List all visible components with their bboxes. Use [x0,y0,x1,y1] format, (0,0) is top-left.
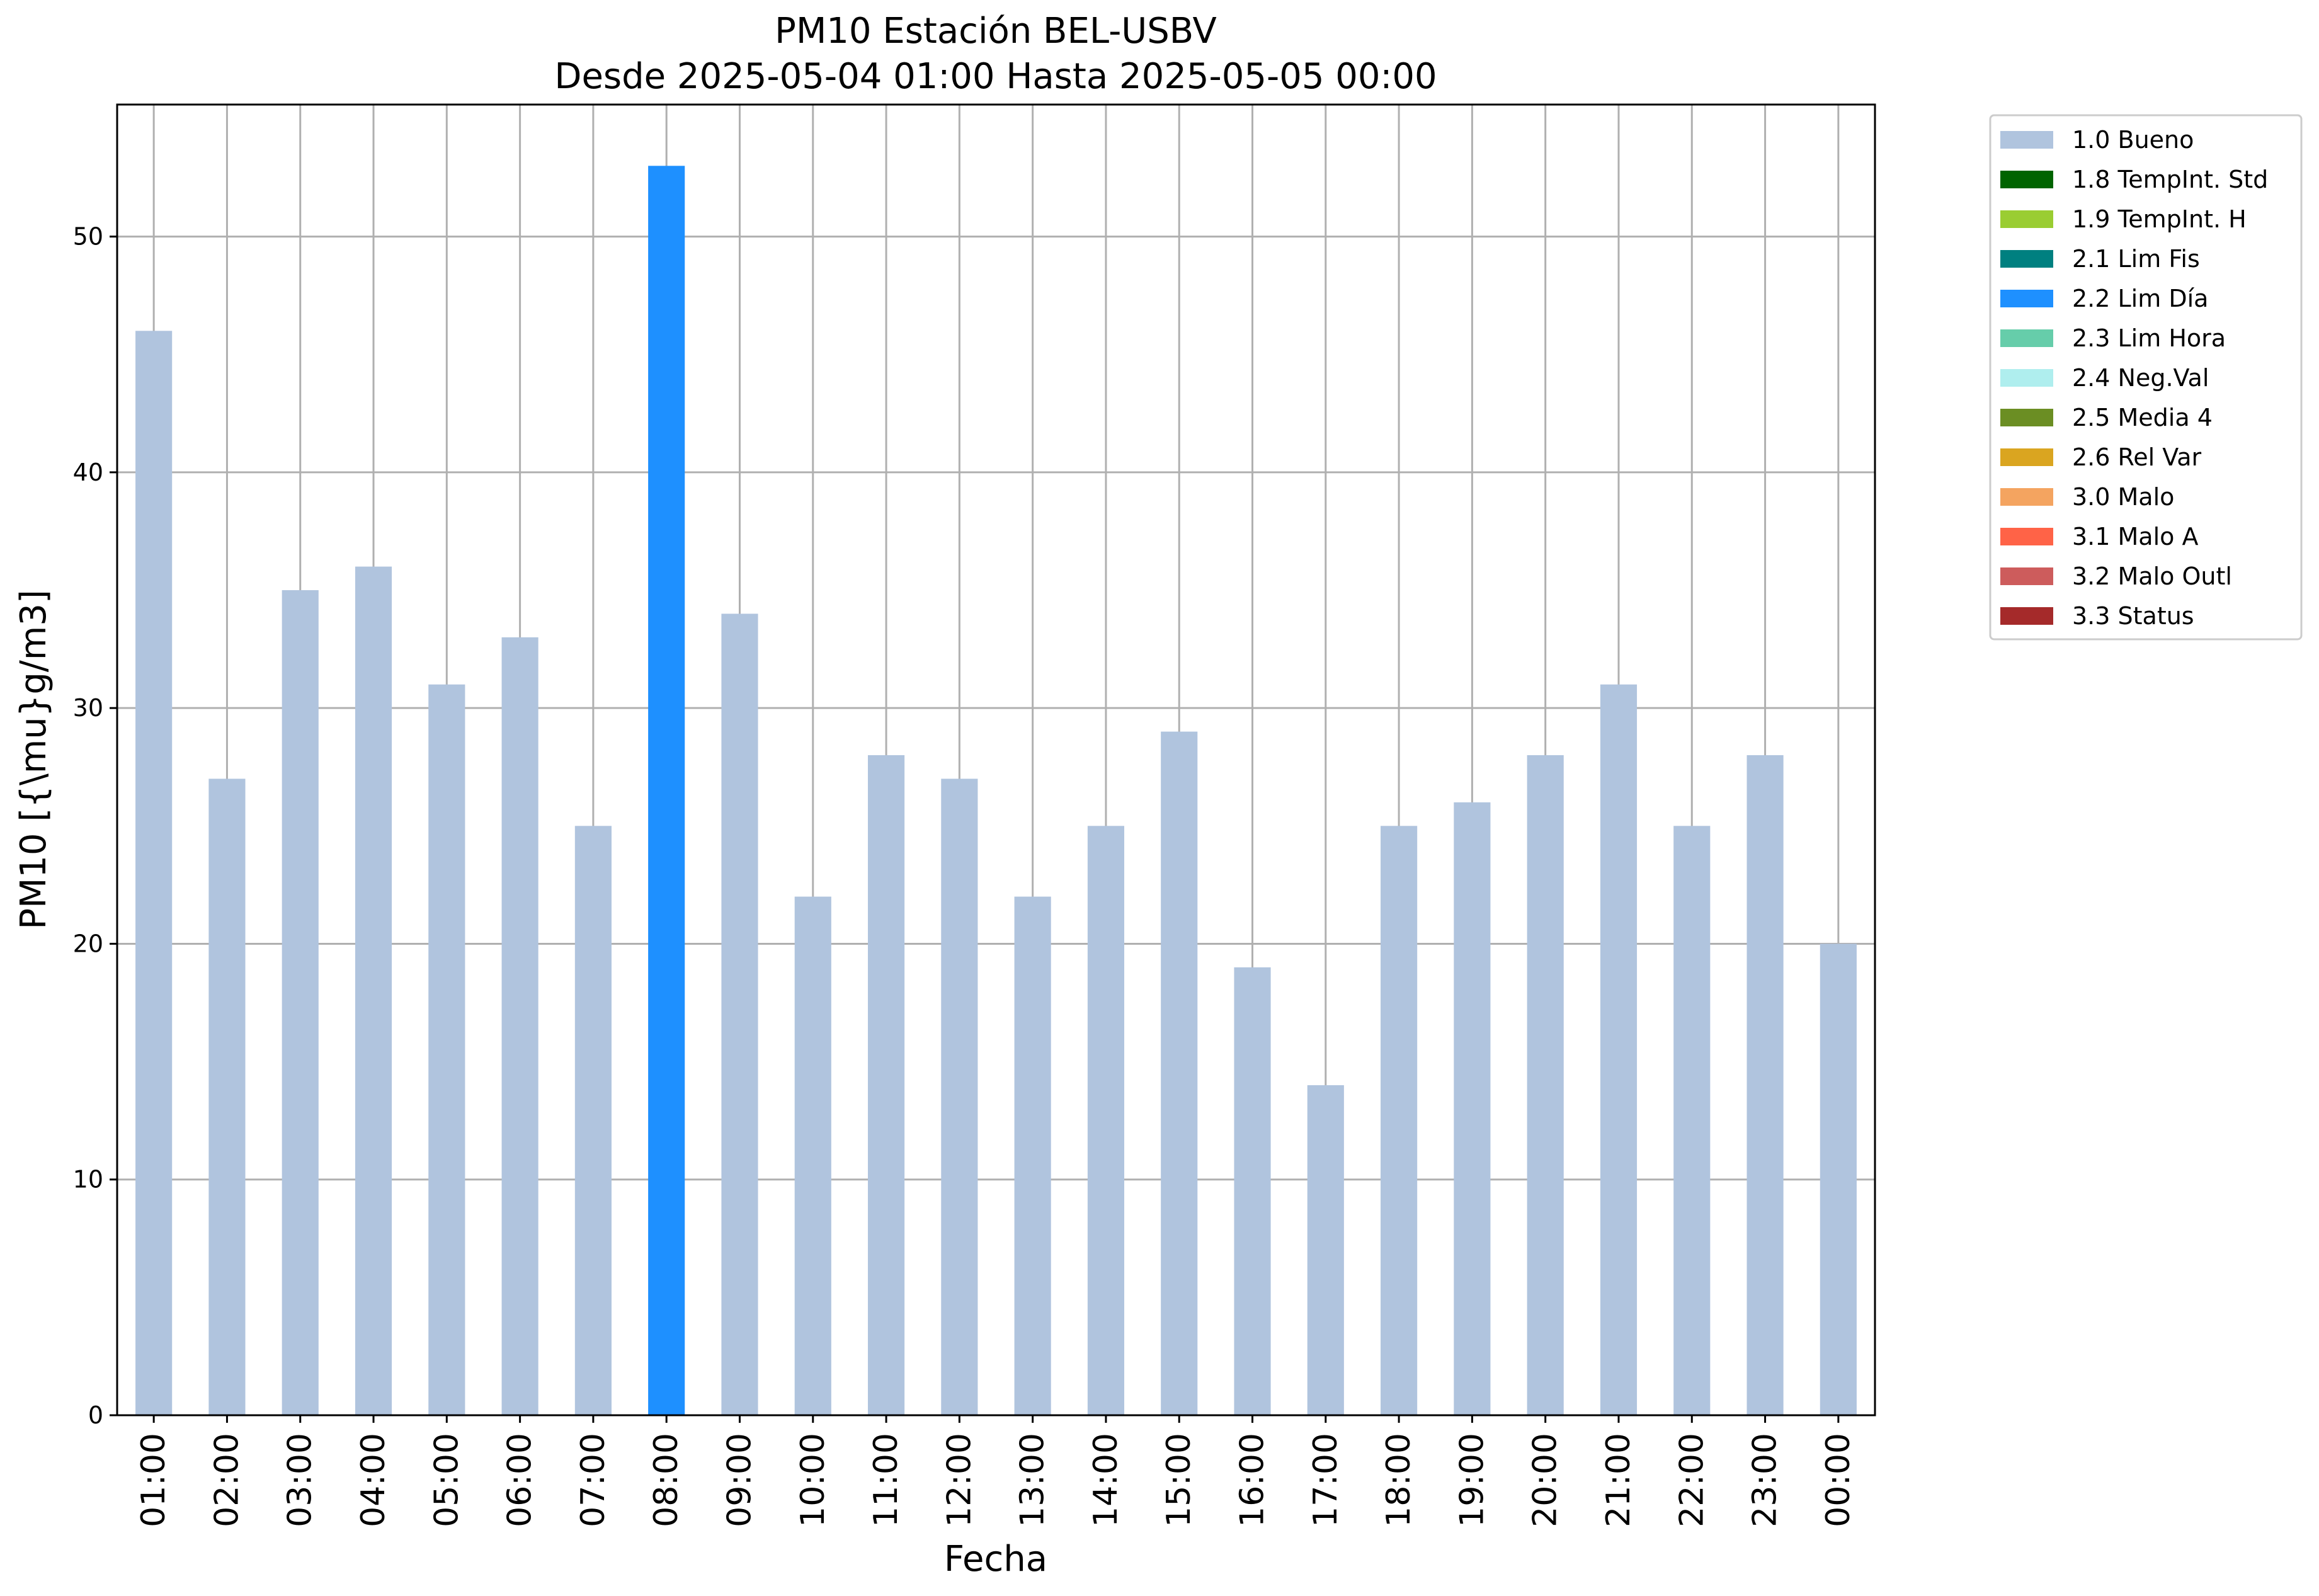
bar [721,613,758,1415]
bars-layer [135,166,1857,1416]
x-tick-label: 12:00 [940,1433,978,1527]
x-tick-label: 18:00 [1380,1433,1418,1527]
legend-swatch [2000,488,2053,506]
bar [941,778,978,1415]
legend-swatch [2000,210,2053,228]
x-tick-label: 21:00 [1600,1433,1638,1527]
bar [428,684,465,1415]
bar [1161,731,1198,1415]
x-tick-label: 05:00 [428,1433,465,1527]
bar [1527,755,1564,1415]
bar [1454,802,1491,1415]
x-tick-label: 14:00 [1087,1433,1125,1527]
bar [282,590,319,1415]
y-tick-label: 0 [88,1401,103,1429]
legend-swatch [2000,250,2053,268]
legend-label: 3.1 Malo A [2072,523,2198,550]
bar [1307,1085,1344,1415]
x-tick-label: 01:00 [135,1433,173,1527]
legend: 1.0 Bueno 1.8 TempInt. Std 1.9 TempInt. H 2… [1989,114,2303,641]
x-tick-label: 15:00 [1160,1433,1198,1527]
legend-swatch [2000,409,2053,426]
legend-label: 3.2 Malo Outl [2072,562,2232,590]
bar [208,778,246,1415]
bar [1087,826,1125,1415]
x-tick-label: 16:00 [1234,1433,1272,1527]
legend-label: 2.3 Lim Hora [2072,324,2226,352]
legend-label: 1.9 TempInt. H [2072,205,2247,233]
legend-swatch [2000,131,2053,149]
x-tick-label: 20:00 [1527,1433,1564,1527]
bar [501,637,538,1416]
plot-frame [116,103,1876,1416]
x-tick-label: 11:00 [867,1433,905,1527]
legend-swatch [2000,607,2053,625]
x-tick-label: 19:00 [1453,1433,1491,1527]
legend-swatch [2000,528,2053,545]
legend-label: 1.8 TempInt. Std [2072,166,2268,193]
legend-swatch [2000,448,2053,466]
legend-label: 2.5 Media 4 [2072,404,2213,431]
y-tick-label: 50 [73,223,103,251]
legend-label: 3.0 Malo [2072,483,2174,511]
bar [1234,967,1271,1415]
legend-label: 2.1 Lim Fis [2072,245,2200,273]
x-axis: 01:00 02:00 03:00 04:00 05:00 06:00 07:00 08:00… [135,1415,1857,1527]
x-tick-label: 07:00 [574,1433,612,1527]
y-axis: 0 10 20 30 40 50 [73,223,117,1429]
legend-label: 1.0 Bueno [2072,126,2194,154]
bar [355,566,392,1416]
x-tick-label: 08:00 [647,1433,685,1527]
legend-swatch [2000,567,2053,585]
x-tick-label: 23:00 [1746,1433,1784,1527]
bar [574,826,612,1415]
bar [794,896,831,1415]
bar [135,331,173,1415]
legend-label: 2.6 Rel Var [2072,443,2202,471]
bar [1673,826,1711,1415]
chart-title: PM10 Estación BEL-USBV [775,11,1217,52]
bar [1820,943,1857,1415]
y-tick-label: 40 [73,459,103,486]
y-axis-label: PM10 [{\mu}g/m3] [13,590,54,930]
legend-label: 2.2 Lim Día [2072,285,2208,312]
x-tick-label: 04:00 [355,1433,392,1527]
x-tick-label: 02:00 [208,1433,246,1527]
x-tick-label: 09:00 [721,1433,758,1527]
x-tick-label: 06:00 [501,1433,539,1527]
bar [1600,684,1638,1415]
legend-swatch [2000,329,2053,347]
x-tick-label: 00:00 [1820,1433,1857,1527]
legend-swatch [2000,290,2053,307]
x-axis-label: Fecha [944,1539,1047,1580]
x-tick-label: 03:00 [282,1433,319,1527]
x-tick-label: 13:00 [1014,1433,1052,1527]
bar [648,166,685,1415]
y-tick-label: 10 [73,1166,103,1194]
legend-label: 2.4 Neg.Val [2072,364,2209,392]
chart-subtitle: Desde 2025-05-04 01:00 Hasta 2025-05-05 … [554,56,1437,97]
y-tick-label: 30 [73,694,103,722]
bar [867,755,905,1415]
legend-frame [1989,114,2303,641]
legend-swatch [2000,369,2053,387]
x-tick-label: 22:00 [1673,1433,1711,1527]
bar [1746,755,1784,1415]
bar [1381,826,1418,1415]
bar [1014,896,1051,1415]
legend-swatch [2000,171,2053,188]
x-tick-label: 17:00 [1307,1433,1345,1527]
legend-label: 3.3 Status [2072,602,2194,630]
y-tick-label: 20 [73,930,103,957]
x-tick-label: 10:00 [794,1433,832,1527]
